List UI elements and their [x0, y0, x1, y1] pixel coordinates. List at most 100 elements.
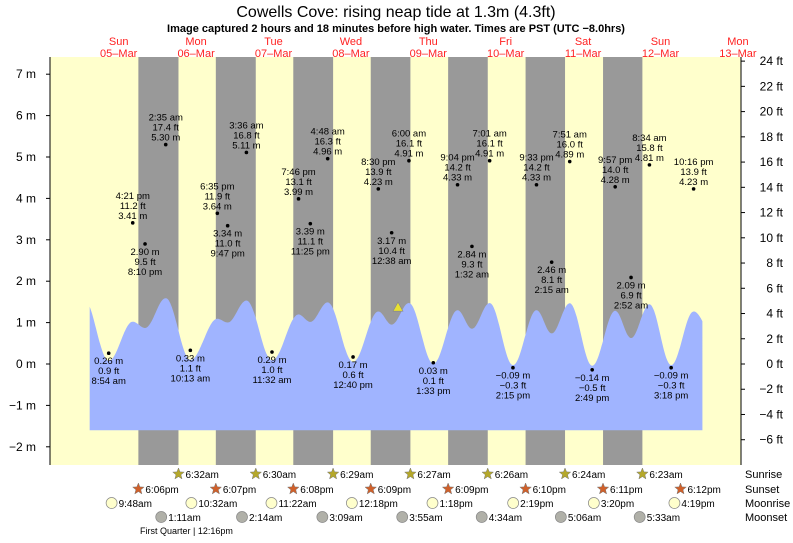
- tide-dot: [590, 367, 594, 372]
- date-label: 08–Mar: [332, 48, 370, 60]
- tide-area: [89, 298, 703, 431]
- tide-dot: [351, 355, 355, 359]
- date-label: 11–Mar: [565, 48, 602, 60]
- tide-dot: [225, 223, 230, 228]
- tide-ft: 11.1 ft: [297, 237, 323, 248]
- moonset-event: 4:34am: [475, 511, 522, 524]
- sunset-time: 6:08pm: [300, 485, 333, 496]
- right-tick-label: −4 ft: [759, 407, 783, 421]
- tide-ft: 16.3 ft: [314, 137, 341, 148]
- low-tide-point: 2.09 m6.9 ft2:52 am: [614, 275, 648, 311]
- moonrise-time: 11:22am: [278, 499, 316, 510]
- day-of-week-label: Tue: [264, 36, 283, 48]
- moonrise-time: 12:18pm: [359, 499, 398, 510]
- tide-ft: 17.4 ft: [153, 123, 180, 134]
- right-tick-label: 18 ft: [760, 130, 784, 144]
- tide-dot: [407, 158, 411, 163]
- tide-dot: [143, 242, 147, 246]
- low-tide-point: 0.26 m0.9 ft8:54 am: [92, 351, 126, 387]
- tide-m: 5.30 m: [151, 133, 180, 144]
- tide-ft: 11.2 ft: [120, 201, 146, 212]
- tide-time: 1:33 pm: [416, 386, 450, 397]
- tide-m: 3.99 m: [284, 187, 313, 198]
- moonrise-moon-icon: [426, 497, 439, 509]
- date-label: 13–Mar: [719, 48, 757, 60]
- tide-ft: 14.0 ft: [602, 165, 629, 176]
- chart-subtitle: Image captured 2 hours and 18 minutes be…: [167, 23, 625, 35]
- tide-time: 10:16 pm: [674, 157, 714, 168]
- day-of-week-label: Sun: [651, 36, 671, 48]
- tide-m: 0.17 m: [339, 360, 368, 371]
- tide-ft: 11.0 ft: [215, 239, 241, 250]
- sunrise-time: 6:30am: [263, 470, 296, 481]
- right-tick-label: 0 ft: [766, 357, 783, 371]
- moonrise-time: 4:19pm: [681, 499, 714, 510]
- moonset-event: 3:55am: [396, 511, 443, 524]
- sunrise-event: 6:27am: [404, 467, 451, 481]
- sunset-event: 6:06pm: [132, 482, 179, 496]
- right-tick-label: −2 ft: [759, 382, 783, 396]
- moonrise-event: 3:20pm: [587, 497, 634, 510]
- sun-star-icon: [364, 482, 378, 495]
- tide-time: 11:25 pm: [291, 247, 330, 258]
- sunset-time: 6:07pm: [223, 485, 256, 496]
- moonrise-event: 11:22am: [265, 497, 317, 510]
- moonset-event: 2:14am: [236, 511, 282, 524]
- moonrise-moon-icon: [507, 497, 520, 509]
- moonset-moon-icon: [396, 511, 409, 523]
- left-tick-label: 4 m: [16, 191, 36, 205]
- tide-dot: [106, 351, 111, 356]
- left-tick-label: 5 m: [16, 150, 36, 164]
- tide-m: 4.33 m: [522, 173, 551, 184]
- right-tick-label: 10 ft: [760, 231, 784, 245]
- chart-title: Cowells Cove: rising neap tide at 1.3m (…: [236, 4, 555, 21]
- sunrise-time: 6:32am: [185, 470, 218, 481]
- sunset-time: 6:10pm: [533, 485, 566, 496]
- tide-ft: 6.9 ft: [620, 290, 641, 301]
- left-tick-label: 6 m: [16, 109, 36, 123]
- moonset-moon-icon: [236, 511, 248, 523]
- sun-star-icon: [172, 467, 185, 480]
- sun-star-icon: [326, 467, 340, 480]
- sunset-event: 6:11pm: [596, 482, 643, 496]
- tide-m: −0.14 m: [575, 373, 610, 384]
- tide-m: 2.09 m: [617, 280, 646, 291]
- tide-dot: [270, 350, 274, 354]
- day-of-week-label: Thu: [419, 36, 438, 48]
- right-tick-label: 4 ft: [766, 307, 783, 321]
- tide-ft: 0.1 ft: [423, 376, 444, 387]
- right-tick-label: 8 ft: [766, 256, 783, 270]
- moonset-time: 2:14am: [249, 513, 282, 524]
- moonset-moon-icon: [316, 511, 329, 523]
- tide-m: 3.41 m: [118, 211, 147, 222]
- date-label: 09–Mar: [410, 48, 448, 60]
- sunset-event: 6:09pm: [364, 482, 411, 496]
- tide-time: 8:30 pm: [361, 157, 395, 168]
- low-tide-point: 2.46 m8.1 ft2:15 am: [534, 260, 569, 296]
- tide-time: 1:32 am: [455, 269, 489, 280]
- day-of-week-label: Fri: [499, 36, 512, 48]
- tide-m: −0.09 m: [654, 371, 689, 382]
- tide-ft: −0.3 ft: [658, 381, 685, 392]
- left-tick-label: 1 m: [16, 316, 36, 330]
- tide-dot: [455, 182, 460, 187]
- tide-m: 4.23 m: [679, 177, 708, 188]
- tide-time: 9:57 pm: [598, 155, 632, 166]
- tide-time: 7:01 am: [472, 129, 506, 140]
- tide-ft: 0.6 ft: [342, 370, 363, 381]
- sunrise-time: 6:29am: [340, 470, 373, 481]
- tide-ft: 0.9 ft: [98, 366, 119, 377]
- right-tick-label: 16 ft: [760, 155, 784, 169]
- tide-dot: [163, 142, 168, 147]
- tide-dot: [308, 221, 313, 226]
- tide-m: 4.89 m: [555, 150, 584, 161]
